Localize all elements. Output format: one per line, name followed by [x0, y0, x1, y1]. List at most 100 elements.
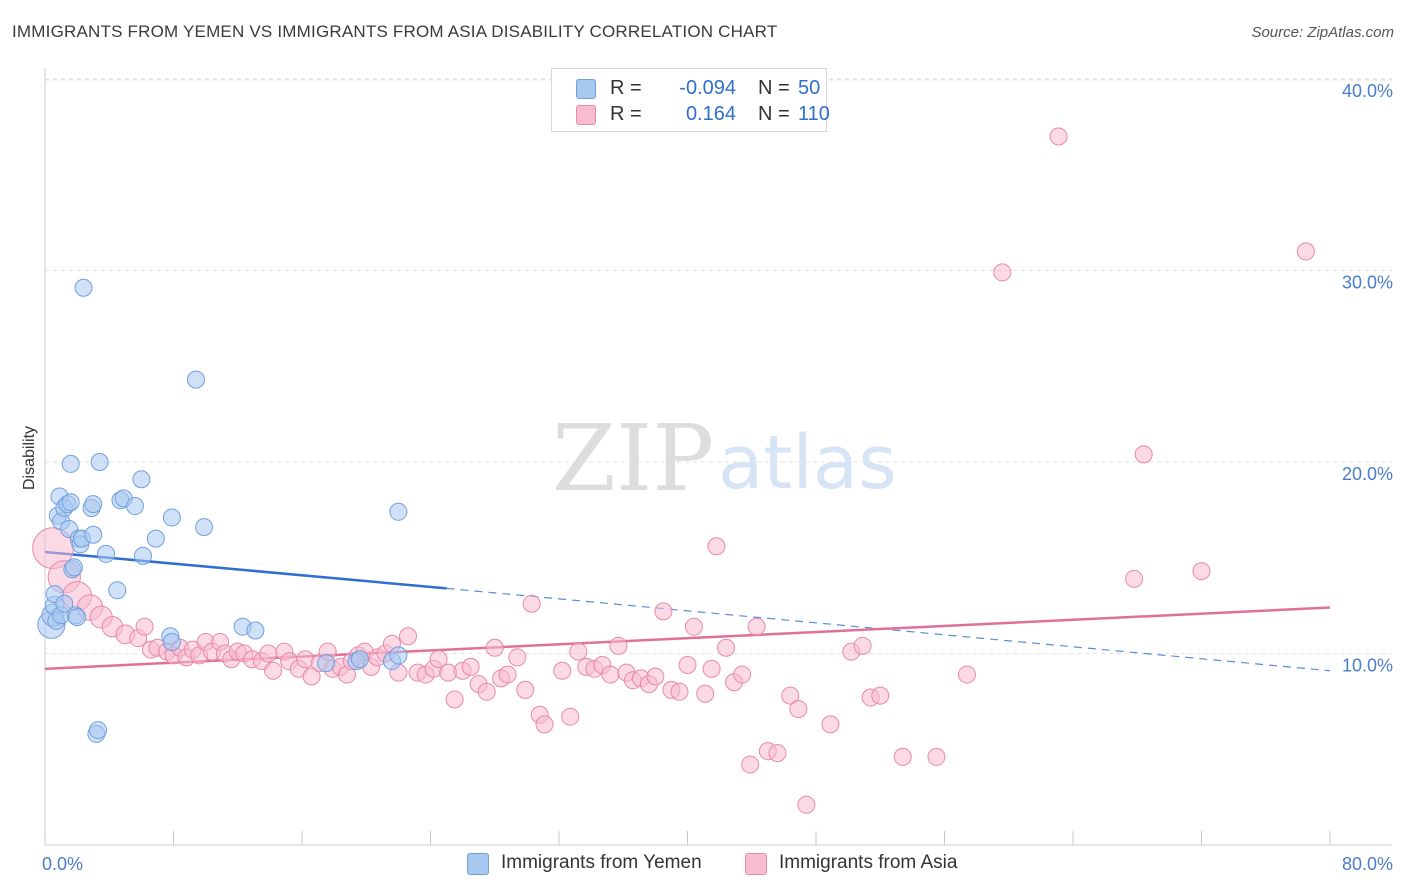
watermark-atlas: atlas	[718, 420, 897, 506]
chart-title: IMMIGRANTS FROM YEMEN VS IMMIGRANTS FROM…	[12, 22, 778, 41]
asia-point	[789, 700, 808, 719]
asia-point	[302, 667, 321, 686]
asia-point	[264, 661, 283, 680]
watermark: ZIP atlas	[552, 405, 897, 512]
y-tick-label: 30.0%	[1342, 273, 1393, 293]
yemen-point	[84, 525, 103, 544]
yemen-point	[132, 470, 151, 489]
yemen-point	[97, 544, 116, 563]
asia-point	[569, 642, 588, 661]
legend-n-label: N =	[758, 103, 790, 125]
y-tick-label: 10.0%	[1342, 656, 1393, 676]
bottom-legend-swatch-yemen	[467, 853, 489, 875]
legend-n-value-asia: 110	[798, 103, 830, 125]
legend-swatch-yemen	[576, 79, 596, 99]
yemen-point	[186, 370, 205, 389]
asia-point	[1125, 569, 1144, 588]
asia-point	[821, 715, 840, 734]
asia-point	[993, 263, 1012, 282]
yemen-point	[146, 529, 165, 548]
yemen-point	[74, 278, 93, 297]
x-tick-label-max: 80.0%	[1342, 854, 1393, 874]
yemen-point	[55, 594, 74, 613]
yemen-point	[246, 621, 265, 640]
asia-point	[654, 602, 673, 621]
asia-point	[781, 686, 800, 705]
asia-point	[399, 627, 418, 646]
yemen-trendline-dashed	[446, 587, 1331, 672]
asia-point	[747, 617, 766, 636]
legend-r-value-yemen: -0.094	[679, 77, 736, 99]
yemen-point	[108, 581, 127, 600]
asia-point	[678, 655, 697, 674]
yemen-point	[89, 721, 108, 740]
yemen-point	[68, 608, 87, 627]
asia-point	[957, 665, 976, 684]
asia-point	[733, 665, 752, 684]
yemen-point	[61, 493, 80, 512]
asia-point	[927, 747, 946, 766]
asia-point	[684, 617, 703, 636]
yemen-point	[162, 508, 181, 527]
x-tick-label-min: 0.0%	[42, 854, 83, 874]
yemen-point	[133, 546, 152, 565]
asia-point	[707, 537, 726, 556]
yemen-point	[125, 497, 144, 516]
yemen-point	[84, 495, 103, 514]
yemen-point	[195, 518, 214, 537]
asia-point	[609, 636, 628, 655]
yemen-point	[61, 454, 80, 473]
asia-point	[871, 686, 890, 705]
legend-swatch-asia	[576, 105, 596, 125]
data-points	[32, 127, 1315, 814]
asia-point	[670, 682, 689, 701]
asia-point	[429, 650, 448, 669]
asia-point	[498, 665, 517, 684]
asia-point	[135, 617, 154, 636]
legend-n-value-yemen: 50	[798, 77, 821, 99]
tick-labels: 10.0% 20.0% 30.0% 40.0% 0.0% 80.0%	[42, 81, 1393, 874]
asia-point	[702, 659, 721, 678]
yemen-point	[64, 558, 83, 577]
asia-point	[461, 657, 480, 676]
legend-r-label: R =	[610, 103, 642, 125]
asia-point	[717, 638, 736, 657]
asia-point	[553, 661, 572, 680]
asia-point	[485, 638, 504, 657]
yemen-point	[90, 453, 109, 471]
asia-point	[516, 680, 535, 699]
stats-legend: R = -0.094 N = 50 R = 0.164 N = 110	[551, 68, 830, 132]
asia-point	[535, 715, 554, 734]
bottom-legend-label-yemen: Immigrants from Yemen	[501, 852, 702, 873]
legend-r-label: R =	[610, 77, 642, 99]
asia-point	[1134, 445, 1153, 464]
bottom-legend-label-asia: Immigrants from Asia	[779, 852, 958, 873]
yemen-point	[350, 650, 369, 669]
asia-point	[696, 684, 715, 703]
yemen-point	[389, 502, 408, 521]
asia-point	[893, 747, 912, 766]
asia-point	[522, 594, 541, 613]
yemen-point	[389, 646, 408, 665]
asia-point	[561, 707, 580, 726]
asia-point	[741, 755, 760, 774]
asia-point	[1049, 127, 1068, 146]
legend-r-value-asia: 0.164	[685, 103, 736, 125]
bottom-legend-swatch-asia	[745, 853, 767, 875]
legend-n-label: N =	[758, 77, 790, 99]
watermark-zip: ZIP	[552, 405, 714, 512]
asia-point	[477, 682, 496, 701]
yemen-point	[317, 654, 336, 673]
asia-point	[768, 744, 787, 763]
asia-point	[646, 667, 665, 686]
asia-point	[1192, 562, 1211, 581]
yemen-point	[162, 633, 181, 652]
chart-source: Source: ZipAtlas.com	[1251, 24, 1394, 41]
asia-point	[601, 665, 620, 684]
asia-point	[853, 636, 872, 655]
y-axis-label: Disability	[21, 426, 38, 490]
axes	[44, 68, 1392, 846]
asia-point	[445, 690, 464, 709]
asia-point	[508, 648, 527, 667]
